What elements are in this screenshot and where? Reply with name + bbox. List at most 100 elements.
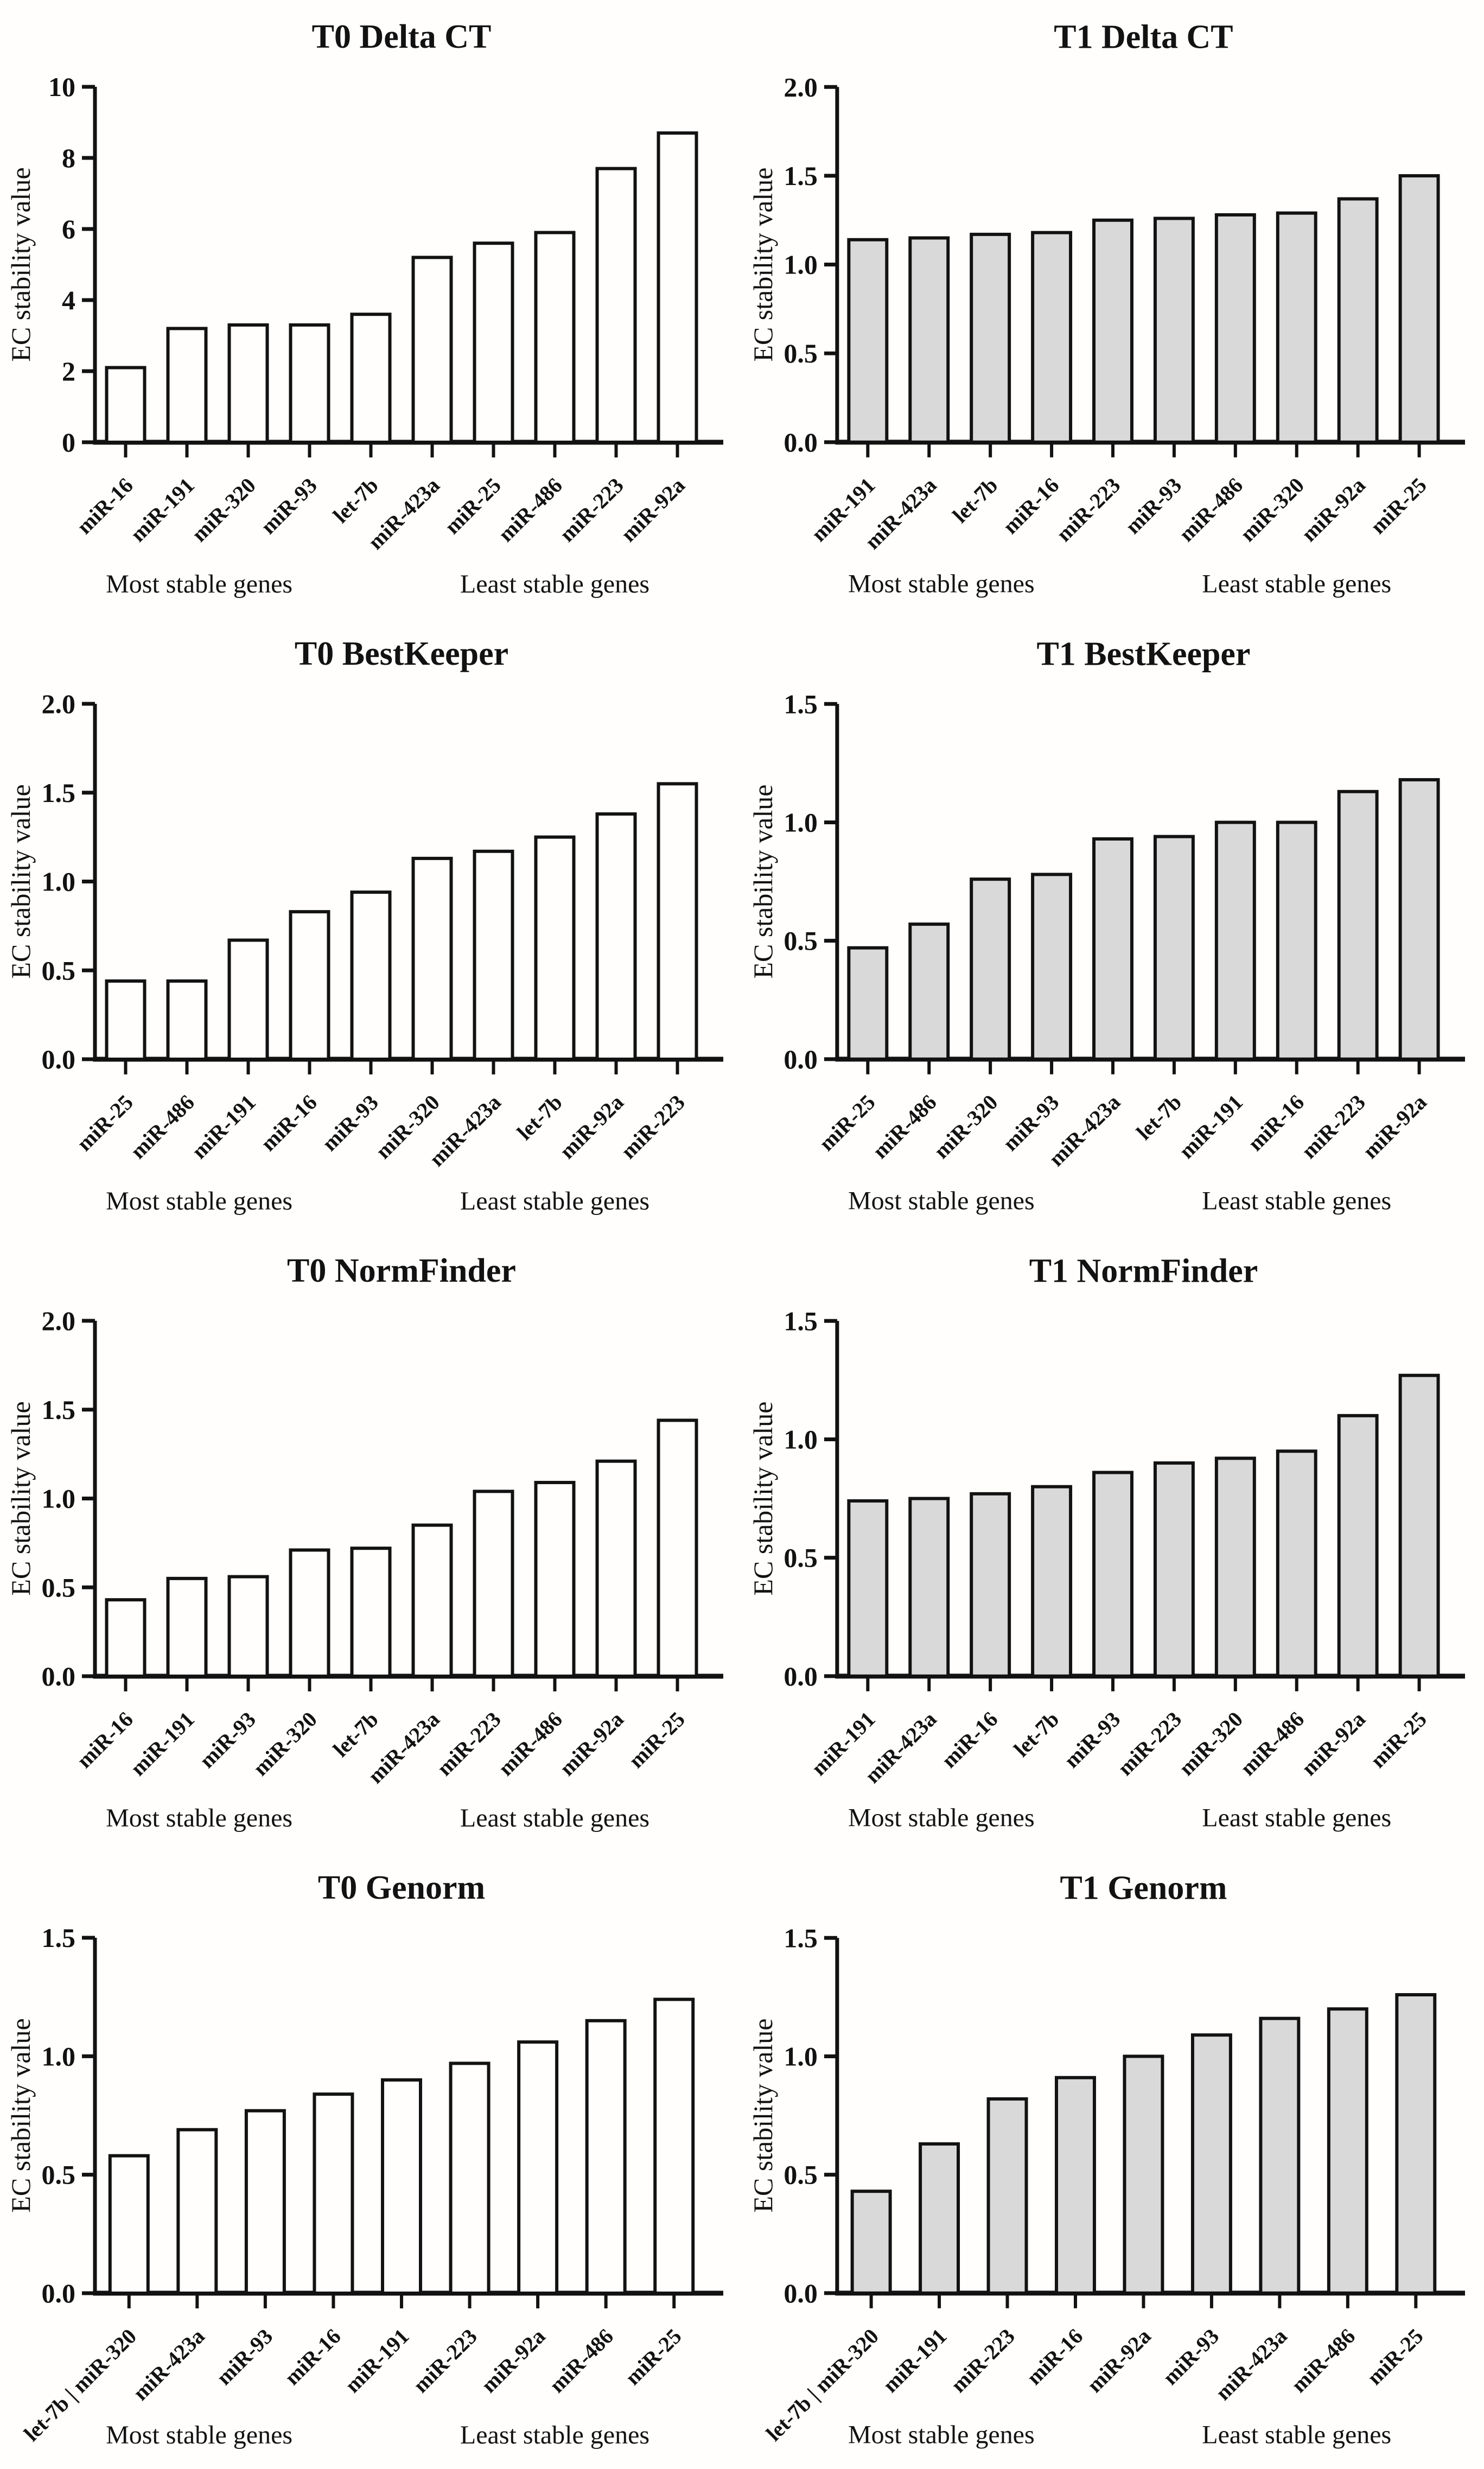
x-category-label: miR-486 <box>1174 473 1247 546</box>
x-category-label: miR-320 <box>929 1090 1002 1163</box>
x-category-label: miR-223 <box>408 2324 482 2398</box>
y-tick-label: 1.5 <box>784 161 817 191</box>
bar-miR-93 <box>1190 2033 1232 2295</box>
y-tick-label: 1.0 <box>784 1424 817 1454</box>
caption-least-stable-genes: Least stable genes <box>1202 570 1391 599</box>
bar-miR-320 <box>227 323 269 444</box>
caption-most-stable-genes: Most stable genes <box>106 2421 292 2449</box>
x-category-label: miR-93 <box>212 2324 277 2390</box>
y-tick-label: 1.0 <box>42 867 76 897</box>
chart-title: T1 NormFinder <box>1029 1252 1258 1289</box>
chart-t1-delta-ct: T1 Delta CT EC stability value 0.0 0.5 1.0 1.… <box>742 0 1484 617</box>
bar-miR-191 <box>166 327 208 444</box>
bar-miR-223 <box>449 2061 491 2295</box>
bar-miR-223 <box>986 2097 1028 2295</box>
x-category-label: miR-92a <box>555 1707 628 1781</box>
x-category-label: miR-223 <box>1052 473 1125 546</box>
y-tick-label: 1.0 <box>784 807 817 837</box>
bar-miR-423a <box>411 1523 453 1678</box>
chart-title: T0 Delta CT <box>312 18 492 55</box>
bar-miR-191 <box>166 1576 208 1678</box>
bar-miR-16 <box>289 910 330 1061</box>
bar-miR-191 <box>919 2142 960 2295</box>
y-tick-label: 1.0 <box>42 2041 76 2071</box>
y-axis-label: EC stability value <box>748 168 778 362</box>
chart-title: T1 Delta CT <box>1054 18 1233 55</box>
bar-miR-25 <box>473 241 514 444</box>
chart-canvas-t1-normfinder: T1 NormFinder EC stability value 0.0 0.5 1.0… <box>748 1252 1466 1832</box>
x-category-label: miR-92a <box>476 2324 550 2398</box>
y-tick-label: 0.5 <box>42 955 76 985</box>
bar-miR-25 <box>1398 174 1440 444</box>
bar-miR-423a <box>908 236 950 444</box>
bar-miR-486 <box>534 231 576 444</box>
y-tick-label: 0.5 <box>784 338 817 368</box>
bar-let-7b <box>1153 835 1195 1061</box>
caption-most-stable-genes: Most stable genes <box>106 1187 292 1216</box>
chart-t0-delta-ct: T0 Delta CT EC stability value 0 2 4 6 8 10 miR-… <box>0 0 742 617</box>
x-category-label: miR-486 <box>493 1707 567 1781</box>
chart-title: T0 NormFinder <box>287 1252 516 1289</box>
bar-miR-191 <box>847 1499 889 1678</box>
bar-let-7b <box>534 835 576 1061</box>
x-category-label: miR-191 <box>878 2324 951 2397</box>
y-axis-label: EC stability value <box>5 1401 36 1595</box>
x-category-label: miR-25 <box>620 2324 686 2390</box>
x-category-label: miR-223 <box>432 1707 506 1781</box>
bar-miR-223 <box>1337 790 1379 1061</box>
y-tick-label: 1.0 <box>784 2041 817 2071</box>
x-category-label: miR-223 <box>946 2324 1019 2397</box>
x-category-label: miR-92a <box>1297 473 1370 546</box>
bar-let-7b <box>1031 1485 1073 1678</box>
bar-let-7b <box>970 232 1011 444</box>
caption-least-stable-genes: Least stable genes <box>460 570 649 599</box>
bar-miR-223 <box>473 1490 514 1678</box>
y-axis-label: EC stability value <box>748 785 778 979</box>
y-tick-label: 0 <box>62 427 75 457</box>
x-category-label: let-7b <box>512 1090 567 1145</box>
y-tick-label: 0.5 <box>784 926 817 956</box>
bar-miR-92a <box>657 131 698 444</box>
bar-miR-223 <box>657 782 698 1061</box>
bar-miR-92a <box>1398 778 1440 1061</box>
bar-let-7b <box>350 313 392 444</box>
bar-miR-320 <box>970 877 1011 1061</box>
x-category-label: miR-423a <box>1211 2324 1292 2405</box>
bar-miR-93 <box>227 1575 269 1678</box>
y-tick-label: 0.0 <box>784 1661 817 1691</box>
x-category-label: miR-486 <box>868 1090 941 1163</box>
y-tick-label: 2.0 <box>42 1306 76 1336</box>
x-category-label: miR-92a <box>1082 2324 1155 2397</box>
x-category-label: let-7b <box>948 473 1003 527</box>
caption-least-stable-genes: Least stable genes <box>1202 2421 1391 2449</box>
x-category-label: let-7b <box>1009 1707 1064 1761</box>
x-category-label: miR-320 <box>248 1707 322 1781</box>
bar-miR-93 <box>350 890 392 1061</box>
bar-miR-191 <box>1214 820 1256 1061</box>
bar-miR-423a <box>1259 2016 1301 2295</box>
x-category-label: miR-191 <box>125 473 199 547</box>
bar-miR-16 <box>1276 820 1317 1061</box>
y-axis-label: EC stability value <box>5 784 36 978</box>
x-category-label: miR-92a <box>555 1090 628 1164</box>
bar-miR-93 <box>1153 217 1195 444</box>
bar-miR-92a <box>595 1459 637 1678</box>
bar-miR-93 <box>289 323 330 444</box>
bar-miR-486 <box>585 2019 627 2295</box>
y-tick-label: 0.0 <box>42 1044 76 1074</box>
caption-most-stable-genes: Most stable genes <box>106 570 292 599</box>
x-category-label: miR-25 <box>623 1707 689 1773</box>
bar-miR-25 <box>847 946 889 1061</box>
y-tick-label: 0.0 <box>42 2278 76 2308</box>
x-category-label: miR-320 <box>1174 1707 1247 1780</box>
caption-least-stable-genes: Least stable genes <box>460 1187 649 1216</box>
y-axis-label: EC stability value <box>5 2018 36 2212</box>
bar-miR-16 <box>105 1598 147 1678</box>
chart-canvas-t0-delta-ct: T0 Delta CT EC stability value 0 2 4 6 8 10 miR-… <box>5 18 723 599</box>
x-category-label: miR-486 <box>493 473 567 547</box>
caption-most-stable-genes: Most stable genes <box>848 570 1035 599</box>
y-tick-label: 1.5 <box>42 778 76 808</box>
y-tick-label: 0.0 <box>42 1661 76 1691</box>
bar-miR-486 <box>908 922 950 1061</box>
